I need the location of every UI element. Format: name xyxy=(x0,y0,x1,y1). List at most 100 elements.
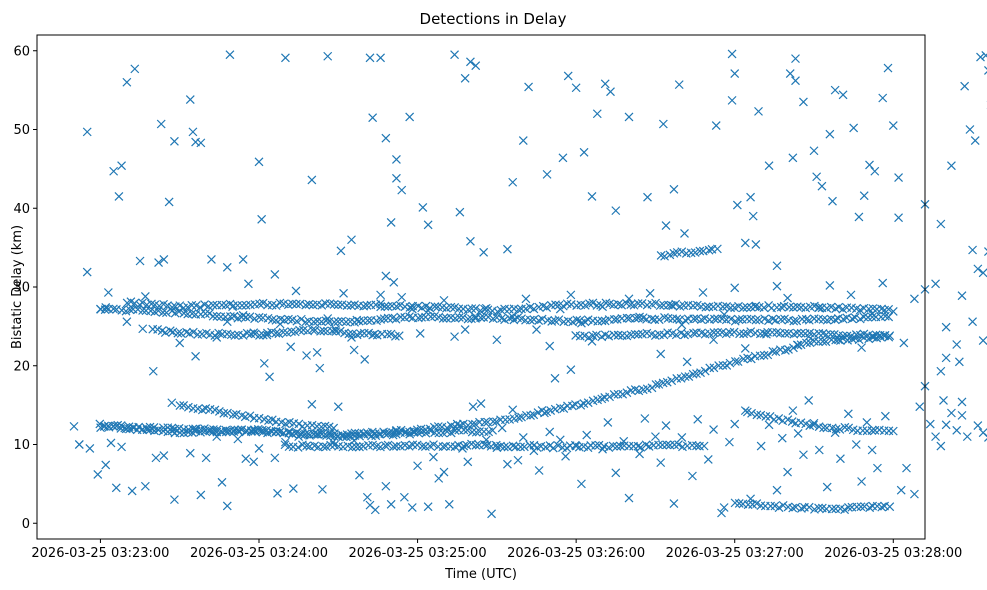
data-point-track-upper-c xyxy=(759,303,769,313)
data-point xyxy=(984,66,987,75)
data-point-track-upper-a xyxy=(689,314,699,324)
data-point-track-34 xyxy=(704,245,714,255)
data-point-track-upper-c xyxy=(167,302,177,312)
data-point-track-upper-a xyxy=(572,315,582,325)
data-point-track-upper-d xyxy=(826,330,836,339)
data-point-track-falling xyxy=(233,425,243,435)
data-point-track-low-late xyxy=(877,502,887,512)
data-point xyxy=(645,288,655,298)
data-point-track-upper-a xyxy=(284,314,293,324)
data-point xyxy=(466,236,475,246)
data-point-track-upper-a xyxy=(755,315,764,325)
data-point-track-upper-a xyxy=(413,313,423,323)
data-point-track-falling xyxy=(338,432,348,442)
data-point-track-upper-b xyxy=(238,331,248,340)
x-axis-label: Time (UTC) xyxy=(444,567,517,582)
data-point-track-rising xyxy=(818,337,828,346)
data-point xyxy=(222,262,232,272)
data-point xyxy=(281,437,290,447)
data-point-track-low-mid xyxy=(633,441,643,451)
data-point xyxy=(960,81,970,91)
data-markers xyxy=(69,49,987,519)
data-point-track-upper-c xyxy=(342,301,352,311)
data-point xyxy=(323,51,333,61)
y-axis-ticks: 0 10 20 30 40 50 60 xyxy=(13,44,37,532)
data-point-track-upper-c xyxy=(255,299,264,309)
data-point-track-upper-d xyxy=(885,331,895,341)
data-point xyxy=(804,332,814,342)
data-point-track-upper-a xyxy=(847,314,857,324)
data-point xyxy=(286,342,296,352)
data-point-track-falling xyxy=(446,428,456,438)
data-point-track-upper-a xyxy=(112,304,121,314)
data-point xyxy=(817,181,827,191)
data-point-track-rising xyxy=(149,422,159,432)
data-point-track-upper-d xyxy=(792,328,802,338)
data-point-track-upper-c xyxy=(877,304,886,314)
data-point xyxy=(463,457,473,467)
data-point-track-upper-c xyxy=(217,300,227,310)
data-point-track-upper-b xyxy=(287,327,296,336)
data-point-track-upper-c xyxy=(633,299,643,309)
data-point-track-upper-d xyxy=(796,328,806,338)
data-point-track-upper-a xyxy=(483,312,493,322)
data-point xyxy=(936,219,946,229)
data-point xyxy=(635,449,644,459)
data-point-track-upper-a xyxy=(497,313,507,323)
data-point xyxy=(814,303,824,312)
data-point xyxy=(981,51,987,60)
data-point-track-upper-a xyxy=(383,313,393,323)
data-point-track-upper-a xyxy=(200,309,210,319)
data-point-track-low-mid xyxy=(372,441,382,451)
data-point xyxy=(791,76,800,86)
data-point xyxy=(677,320,687,330)
data-point xyxy=(257,214,267,224)
data-point-track-upper-a xyxy=(654,315,664,325)
data-point-track-upper-c xyxy=(467,304,477,314)
data-point-track-upper-c xyxy=(430,302,440,312)
data-point xyxy=(270,453,280,463)
data-point-track-falling xyxy=(329,432,339,442)
data-point-track-falling xyxy=(383,429,393,439)
data-point xyxy=(727,49,737,59)
data-point xyxy=(545,427,555,437)
data-point-track-upper-a xyxy=(426,312,436,322)
data-point xyxy=(175,338,185,348)
data-point xyxy=(859,191,869,201)
data-point-track-34 xyxy=(686,248,696,258)
data-point-track-low-mid xyxy=(284,442,294,452)
data-point xyxy=(740,238,750,248)
data-point xyxy=(397,292,407,302)
data-point xyxy=(362,492,372,502)
data-point xyxy=(791,54,800,64)
data-point xyxy=(793,340,803,350)
data-point xyxy=(571,83,581,93)
data-point-track-rising xyxy=(763,350,773,360)
data-point-track-upper-b xyxy=(386,329,396,339)
data-point xyxy=(207,255,216,264)
data-point-track-low-mid xyxy=(591,441,600,450)
data-point-track-low-mid xyxy=(355,442,364,452)
data-point xyxy=(159,255,169,264)
data-point xyxy=(865,160,874,170)
data-point-track-upper-d xyxy=(868,331,878,341)
data-point-track-upper-c xyxy=(480,304,489,314)
data-point-track-upper-d xyxy=(818,329,828,338)
data-point xyxy=(550,373,560,383)
data-point-track-late-fall xyxy=(819,423,828,433)
data-point xyxy=(680,229,689,238)
data-point-track-low-late xyxy=(734,499,744,508)
data-point xyxy=(238,255,248,264)
data-point xyxy=(941,322,951,332)
data-point xyxy=(439,295,449,305)
data-point xyxy=(397,185,407,195)
data-point-track-low-mid xyxy=(499,442,509,452)
data-point xyxy=(381,133,391,143)
data-point-track-upper-a xyxy=(867,312,877,322)
data-point-track-late-fall xyxy=(844,423,854,433)
data-point xyxy=(878,278,888,288)
data-point xyxy=(867,309,877,319)
data-point-track-upper-b xyxy=(316,326,325,336)
data-point-track-upper-a xyxy=(609,315,619,324)
data-point-track-rising xyxy=(667,376,677,386)
